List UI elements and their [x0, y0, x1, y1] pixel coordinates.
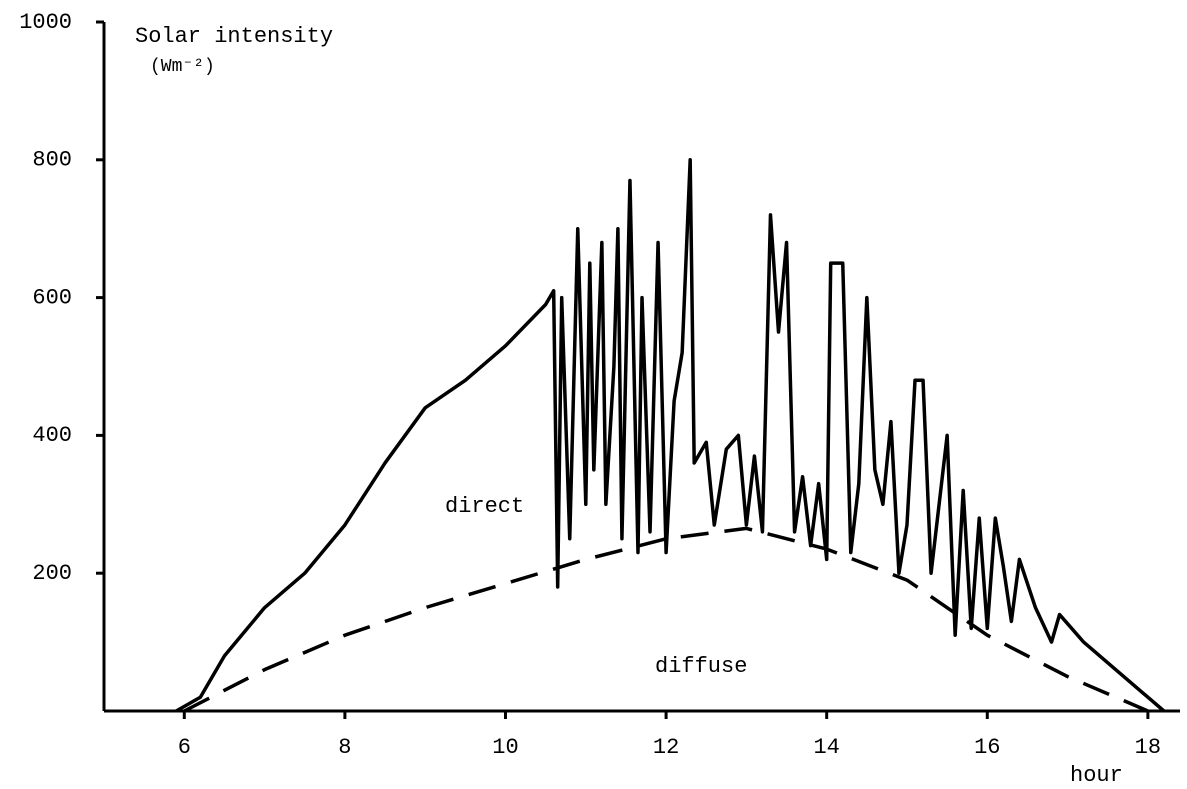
x-tick-label: 16	[974, 735, 1000, 760]
y-tick-label: 1000	[19, 10, 72, 35]
y-axis-label: Solar intensity	[135, 24, 333, 49]
x-tick-label: 12	[653, 735, 679, 760]
series-line	[175, 158, 1166, 713]
annotation-direct: direct	[445, 494, 524, 519]
y-tick-label: 800	[32, 148, 72, 173]
y-tick-label: 600	[32, 285, 72, 310]
annotation-diffuse: diffuse	[655, 654, 747, 679]
x-tick-label: 8	[338, 735, 351, 760]
x-tick-label: 6	[178, 735, 191, 760]
y-axis-unit: (Wm⁻²)	[150, 57, 215, 77]
x-tick-label: 18	[1135, 735, 1161, 760]
y-tick-label: 400	[32, 423, 72, 448]
x-tick-label: 10	[492, 735, 518, 760]
y-tick-label: 200	[32, 561, 72, 586]
series-line	[183, 526, 1149, 713]
x-axis-label: hour	[1070, 763, 1123, 788]
x-tick-label: 14	[813, 735, 839, 760]
